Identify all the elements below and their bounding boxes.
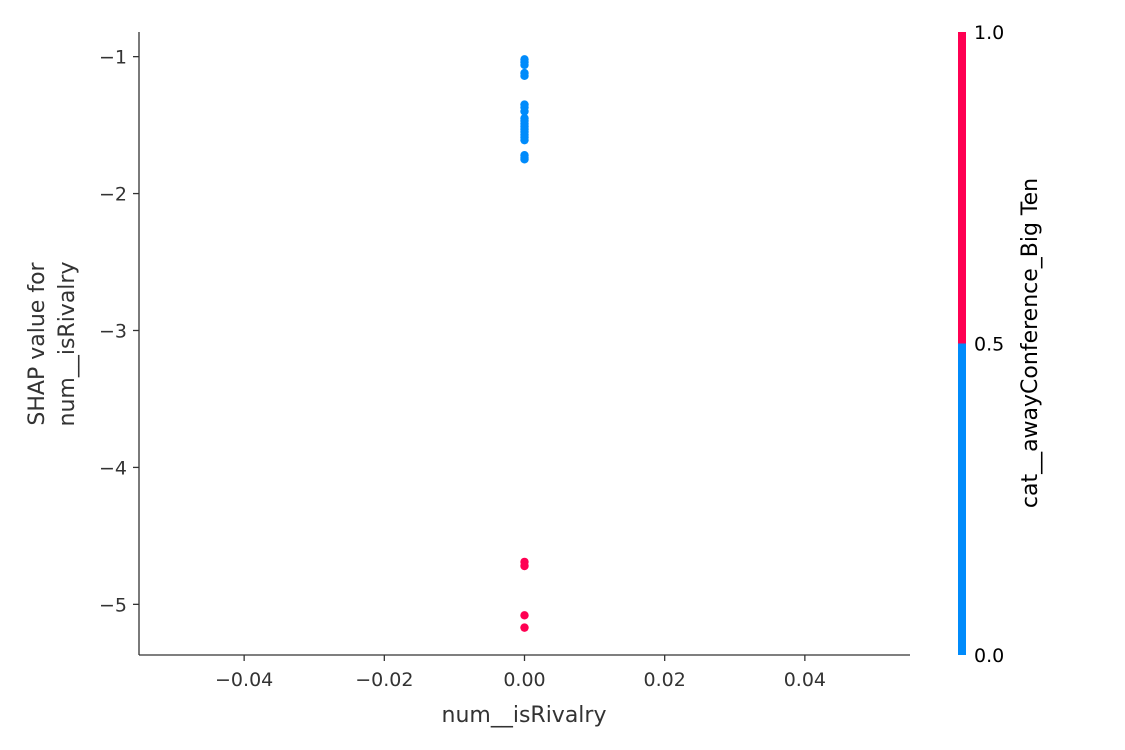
scatter-point — [520, 611, 529, 620]
scatter-point — [520, 71, 529, 81]
colorbar-tick-label: 0.0 — [974, 645, 1004, 667]
y-tick-label: −2 — [99, 184, 127, 206]
y-axis-title-line-1: SHAP value for — [25, 261, 50, 425]
x-tick-label: 0.04 — [784, 669, 826, 691]
x-tick-label: 0.00 — [503, 669, 545, 691]
y-axis-title-line-2: num__isRivalry — [55, 262, 80, 427]
y-axis: −1 −2 −3 −4 −5 — [99, 32, 140, 655]
scatter-point — [520, 561, 529, 571]
x-tick-label: −0.02 — [355, 669, 413, 691]
scatter-point — [520, 623, 529, 632]
y-tick-label: −3 — [99, 320, 127, 342]
scatter-point — [520, 135, 529, 145]
colorbar-title: cat__awayConference_Big Ten — [1018, 178, 1043, 508]
colorbar-low-segment — [958, 343, 966, 655]
y-tick-label: −5 — [99, 594, 127, 616]
scatter-point — [520, 155, 529, 164]
scatter-point — [520, 107, 529, 116]
colorbar-tick-label: 1.0 — [974, 22, 1004, 44]
plot-area — [520, 55, 529, 632]
x-axis-title: num__isRivalry — [442, 703, 607, 728]
y-tick-label: −4 — [99, 457, 127, 479]
colorbar-high-segment — [958, 32, 966, 344]
scatter-point — [520, 60, 529, 70]
y-tick-label: −1 — [99, 47, 127, 69]
y-axis-title: SHAP value for num__isRivalry — [25, 261, 80, 426]
colorbar-tick-label: 0.5 — [974, 334, 1004, 356]
x-axis: −0.04 −0.02 0.00 0.02 0.04 — [139, 654, 910, 691]
colorbar: 0.0 0.5 1.0 — [958, 22, 1004, 667]
x-tick-label: −0.04 — [215, 669, 273, 691]
x-tick-label: 0.02 — [644, 669, 686, 691]
